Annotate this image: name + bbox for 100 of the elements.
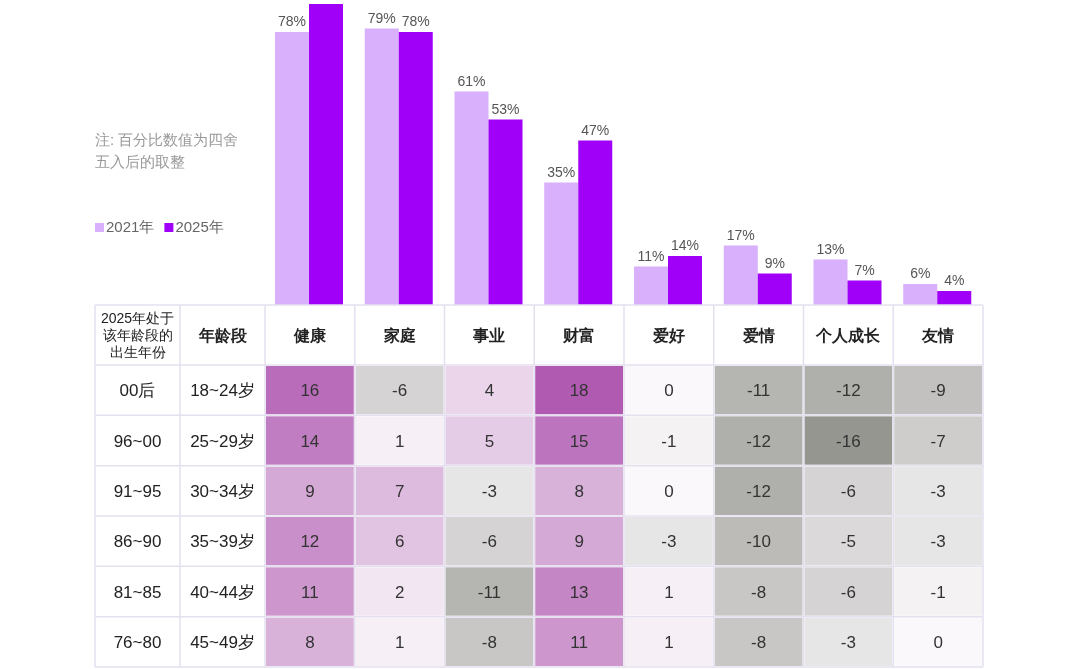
data-label: 13% xyxy=(816,240,845,257)
x-tick-label: 健康 xyxy=(292,327,327,344)
bar xyxy=(309,4,343,305)
y-tick-label: 76~80 xyxy=(113,632,162,652)
y2-tick-label: 30~34岁 xyxy=(190,481,255,501)
data-label: 1 xyxy=(394,632,405,652)
y2-tick-label: 18~24岁 xyxy=(190,381,255,401)
y2-tick-label: 25~29岁 xyxy=(190,431,255,451)
data-label: 78% xyxy=(401,13,430,29)
data-label: -3 xyxy=(661,532,677,552)
legend-label: 2021年 xyxy=(106,218,155,235)
x-tick-label: 事业 xyxy=(472,327,506,344)
bar xyxy=(488,119,523,305)
bar xyxy=(544,182,579,305)
data-label: 14% xyxy=(670,237,700,253)
data-label: 78% xyxy=(277,13,307,29)
data-label: 47% xyxy=(581,121,610,138)
x-tick-label: 爱好 xyxy=(651,327,685,344)
data-label: -3 xyxy=(930,481,946,501)
data-label: 18 xyxy=(569,381,589,401)
data-label: 11 xyxy=(570,632,588,652)
x-tick-label: 个人成长 xyxy=(815,327,882,344)
data-label: 16 xyxy=(300,381,320,401)
data-label: 4 xyxy=(484,381,495,401)
data-label: -3 xyxy=(840,632,856,652)
data-label: 1 xyxy=(394,431,405,451)
y2-tick-label: 45~49岁 xyxy=(190,632,255,652)
x-tick-label: 爱情 xyxy=(741,327,775,344)
data-label: 11% xyxy=(637,247,665,264)
bar xyxy=(937,291,972,305)
data-label: 2 xyxy=(394,582,405,602)
data-label: -10 xyxy=(746,532,771,552)
data-label: 53% xyxy=(491,100,520,117)
data-label: 9 xyxy=(305,481,315,501)
y-axis-title: 2025年处于该年龄段的出生年份 xyxy=(100,310,175,360)
data-label: 9 xyxy=(574,532,584,552)
y2-axis-title: 年龄段 xyxy=(197,327,248,344)
data-label: -11 xyxy=(477,582,502,602)
bar xyxy=(275,32,309,305)
data-label: 6% xyxy=(910,265,931,281)
data-label: 0 xyxy=(933,632,943,652)
data-label: -1 xyxy=(661,431,677,451)
data-label: -8 xyxy=(751,632,767,652)
y2-tick-label: 35~39岁 xyxy=(190,532,255,552)
data-label: 6 xyxy=(394,532,405,552)
bar xyxy=(634,266,668,305)
bar xyxy=(847,280,882,305)
data-label: 13 xyxy=(569,582,589,602)
legend-label: 2025年 xyxy=(175,218,224,235)
data-label: -5 xyxy=(840,532,856,552)
y2-tick-label: 40~44岁 xyxy=(190,582,255,602)
y-tick-label: 96~00 xyxy=(113,431,162,451)
data-label: -6 xyxy=(481,532,497,552)
data-label: 79% xyxy=(367,9,396,26)
data-label: -11 xyxy=(746,381,771,401)
bar xyxy=(398,32,433,305)
data-label: 14 xyxy=(300,431,320,451)
data-label: 7 xyxy=(394,481,405,501)
data-label: -7 xyxy=(930,431,946,451)
data-label: 1 xyxy=(664,582,674,602)
data-label: -16 xyxy=(836,431,861,451)
y-tick-label: 91~95 xyxy=(113,481,162,501)
data-label: 17% xyxy=(726,226,755,243)
bar xyxy=(903,284,938,305)
data-label: -12 xyxy=(746,481,771,501)
bar xyxy=(668,256,702,305)
bar xyxy=(757,273,792,305)
data-label: 12 xyxy=(300,532,320,552)
data-label: -1 xyxy=(930,582,946,602)
data-label: -8 xyxy=(751,582,767,602)
data-label: 8 xyxy=(574,481,584,501)
data-label: -12 xyxy=(836,381,861,401)
data-label: -3 xyxy=(930,532,946,552)
data-label: -3 xyxy=(481,481,497,501)
x-tick-label: 友情 xyxy=(921,327,955,344)
text: 注: 百分比数值为四舍五入后的取整 xyxy=(95,131,239,170)
x-tick-label: 财富 xyxy=(562,326,596,344)
data-label: 35% xyxy=(547,163,576,180)
bar xyxy=(578,140,613,305)
y-tick-label: 81~85 xyxy=(113,582,162,602)
data-label: 4% xyxy=(944,272,965,288)
bar xyxy=(364,28,399,305)
data-label: -12 xyxy=(746,431,771,451)
data-label: 5 xyxy=(484,431,495,451)
data-label: 1 xyxy=(664,632,674,652)
data-label: -6 xyxy=(392,381,408,401)
x-tick-label: 家庭 xyxy=(382,326,416,344)
data-label: -6 xyxy=(840,481,856,501)
data-label: 0 xyxy=(664,381,674,401)
bar xyxy=(813,259,848,305)
y-tick-label: 86~90 xyxy=(113,532,162,552)
data-label: 61% xyxy=(457,72,486,89)
data-label: -8 xyxy=(481,632,497,652)
data-label: 9% xyxy=(764,254,785,271)
data-label: 7% xyxy=(854,261,875,278)
data-label: 11 xyxy=(301,582,319,602)
y-tick-label: 00后 xyxy=(119,381,156,401)
data-label: 15 xyxy=(569,431,589,451)
data-label: -6 xyxy=(840,582,856,602)
data-label: 8 xyxy=(305,632,315,652)
